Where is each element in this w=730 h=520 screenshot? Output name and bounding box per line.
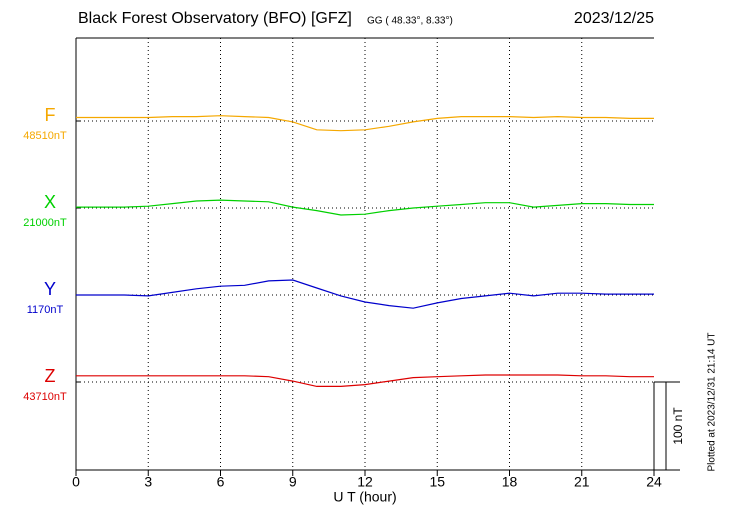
x-tick-label: 24 [646, 474, 662, 490]
chart-date: 2023/12/25 [574, 10, 654, 27]
x-tick-label: 9 [289, 474, 297, 490]
baseline-label: 43710nT [23, 391, 67, 403]
x-tick-label: 18 [502, 474, 518, 490]
x-tick-label: 6 [217, 474, 225, 490]
series-line [76, 374, 654, 387]
series-name: X [44, 192, 56, 212]
baseline-label: 48510nT [23, 130, 67, 142]
x-tick-label: 15 [429, 474, 445, 490]
x-tick-label: 12 [357, 474, 373, 490]
series-name: Z [45, 366, 56, 386]
footnote: Plotted at 2023/12/31 21:14 UT [707, 333, 718, 472]
series-line [76, 115, 654, 132]
series-name: Y [44, 279, 56, 299]
scale-label: 100 nT [671, 407, 685, 445]
x-tick-label: 21 [574, 474, 590, 490]
chart-subtitle: GG ( 48.33°, 8.33°) [367, 16, 453, 27]
series-line [76, 279, 654, 309]
series-line [76, 199, 654, 216]
baseline-label: 21000nT [23, 217, 67, 229]
chart-title: Black Forest Observatory (BFO) [GFZ] [78, 10, 352, 27]
x-axis-label: U T (hour) [333, 489, 396, 505]
series-name: F [45, 105, 56, 125]
x-tick-label: 0 [72, 474, 80, 490]
baseline-label: 1170nT [27, 304, 64, 316]
x-tick-label: 3 [144, 474, 152, 490]
